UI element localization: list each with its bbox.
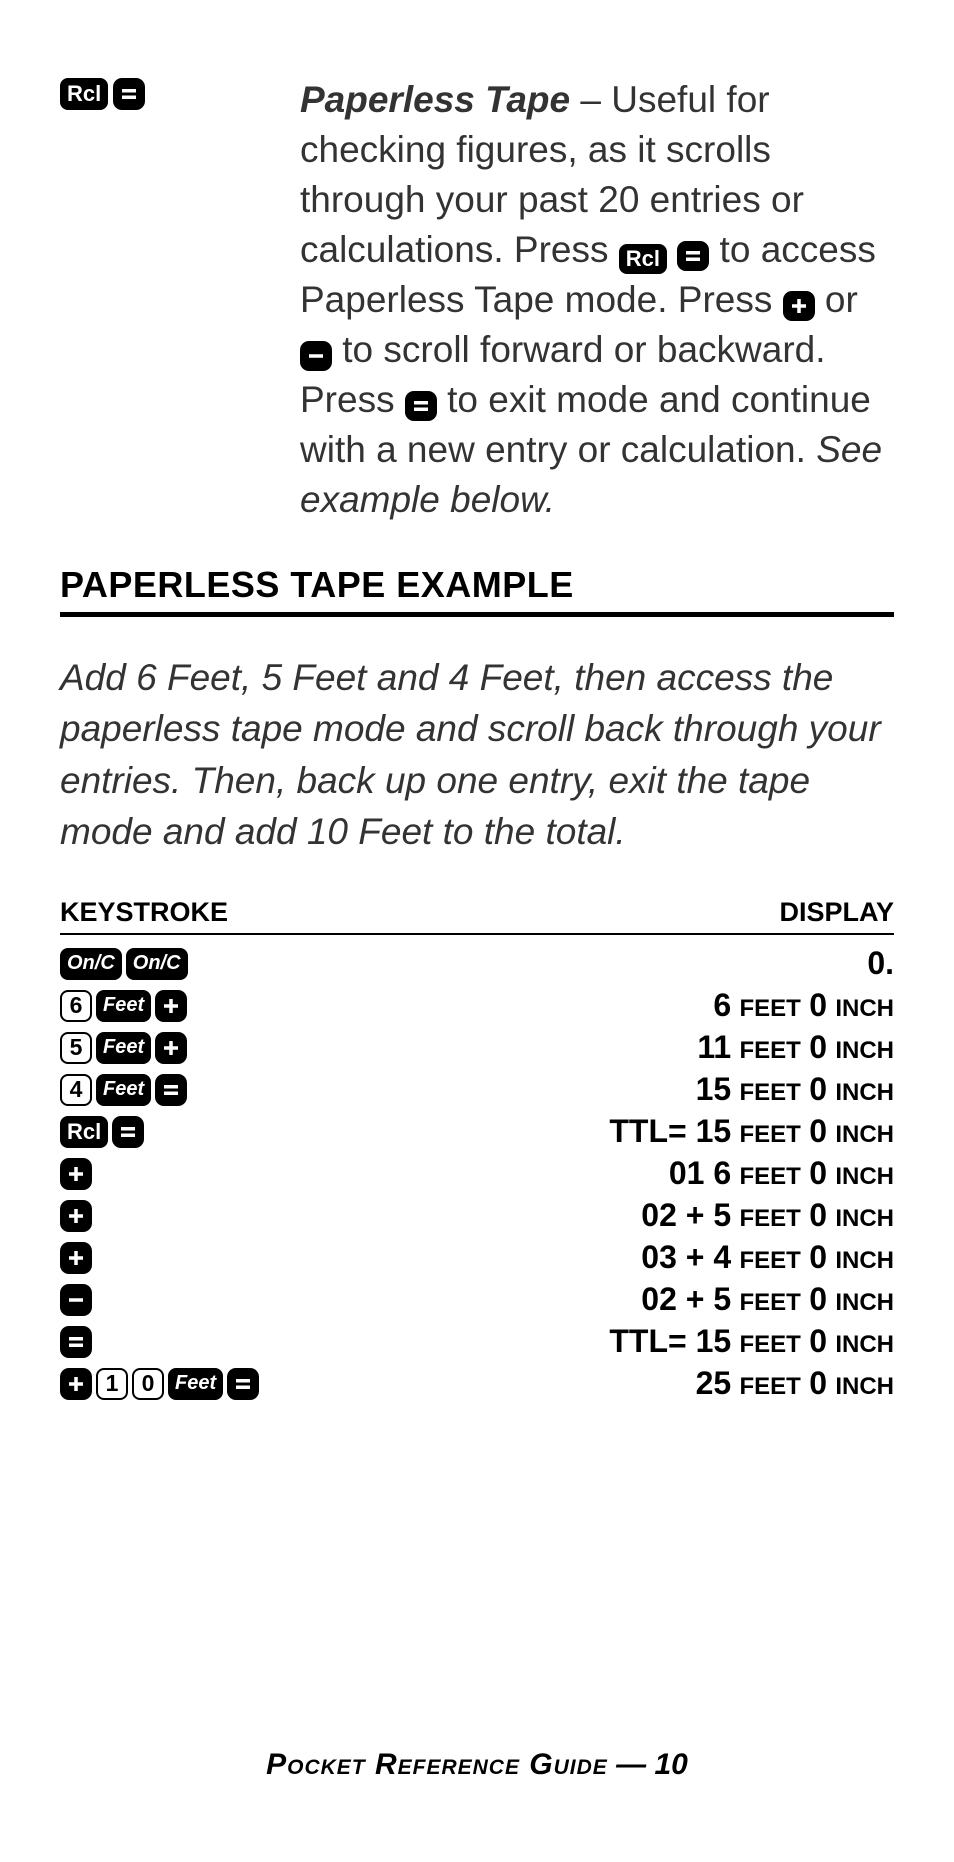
table-row: 02 + 5 FEET 0 INCH [60, 1195, 894, 1237]
table-row: Rcl TTL= 15 FEET 0 INCH [60, 1111, 894, 1153]
table-row: 10Feet 25 FEET 0 INCH [60, 1363, 894, 1405]
plus-key [60, 1158, 92, 1190]
section-heading: PAPERLESS TAPE EXAMPLE [60, 564, 894, 617]
table-row: On/COn/C 0. [60, 943, 894, 985]
keystroke-cell [60, 1158, 92, 1190]
feet-key: Feet [96, 1032, 151, 1064]
equals-key [155, 1074, 187, 1106]
page-footer: Pocket Reference Guide — 10 [0, 1748, 954, 1782]
feet-key: Feet [168, 1368, 223, 1400]
intro-section: Rcl Paperless Tape – Useful for checking… [60, 75, 894, 524]
table-row: TTL= 15 FEET 0 INCH [60, 1321, 894, 1363]
column-header-keystroke: KEYSTROKE [60, 897, 228, 928]
display-cell: 02 + 5 FEET 0 INCH [641, 1281, 894, 1318]
display-cell: 03 + 4 FEET 0 INCH [641, 1239, 894, 1276]
rcl-key: Rcl [60, 78, 108, 110]
table-row: 4Feet 15 FEET 0 INCH [60, 1069, 894, 1111]
intro-key-sequence: Rcl [60, 75, 300, 524]
table-row: 03 + 4 FEET 0 INCH [60, 1237, 894, 1279]
display-cell: 11 FEET 0 INCH [697, 1029, 894, 1066]
table-row: 01 6 FEET 0 INCH [60, 1153, 894, 1195]
example-description: Add 6 Feet, 5 Feet and 4 Feet, then acce… [60, 652, 894, 856]
table-row: 02 + 5 FEET 0 INCH [60, 1279, 894, 1321]
plus-key [60, 1368, 92, 1400]
keystroke-cell [60, 1284, 92, 1316]
equals-key [60, 1326, 92, 1358]
display-cell: 6 FEET 0 INCH [713, 987, 894, 1024]
keystroke-cell [60, 1200, 92, 1232]
plus-key [155, 990, 187, 1022]
footer-page: — 10 [608, 1748, 688, 1781]
table-body: On/COn/C0.6Feet6 FEET 0 INCH5Feet11 FEET… [60, 943, 894, 1405]
minus-key [60, 1284, 92, 1316]
equals-key [113, 78, 145, 110]
display-cell: 25 FEET 0 INCH [696, 1365, 894, 1402]
digit-0-key: 0 [132, 1368, 164, 1400]
table-row: 5Feet 11 FEET 0 INCH [60, 1027, 894, 1069]
keystroke-cell: 6Feet [60, 990, 187, 1022]
display-cell: 15 FEET 0 INCH [696, 1071, 894, 1108]
plus-key [155, 1032, 187, 1064]
digit-4-key: 4 [60, 1074, 92, 1106]
display-cell: 02 + 5 FEET 0 INCH [641, 1197, 894, 1234]
equals-key [227, 1368, 259, 1400]
intro-text: Paperless Tape – Useful for checking fig… [300, 75, 894, 524]
digit-1-key: 1 [96, 1368, 128, 1400]
equals-key-inline [677, 241, 709, 271]
display-cell: 01 6 FEET 0 INCH [669, 1155, 894, 1192]
feature-title: Paperless Tape [300, 79, 570, 120]
keystroke-cell [60, 1326, 92, 1358]
digit-5-key: 5 [60, 1032, 92, 1064]
keystroke-cell: 10Feet [60, 1368, 259, 1400]
rcl-key: Rcl [60, 1116, 108, 1148]
column-header-display: DISPLAY [779, 897, 894, 928]
keystroke-cell: Rcl [60, 1116, 144, 1148]
table-header: KEYSTROKE DISPLAY [60, 897, 894, 935]
feet-key: Feet [96, 990, 151, 1022]
display-cell: TTL= 15 FEET 0 INCH [609, 1323, 894, 1360]
display-cell: 0. [867, 945, 894, 982]
on-clear-key: On/C [126, 948, 188, 980]
plus-key [60, 1200, 92, 1232]
equals-key [112, 1116, 144, 1148]
on-clear-key: On/C [60, 948, 122, 980]
equals-key-inline-2 [405, 391, 437, 421]
keystroke-cell: On/COn/C [60, 948, 188, 980]
keystroke-cell [60, 1242, 92, 1274]
keystroke-cell: 5Feet [60, 1032, 187, 1064]
keystroke-cell: 4Feet [60, 1074, 187, 1106]
feet-key: Feet [96, 1074, 151, 1106]
plus-key-inline [783, 291, 815, 321]
table-row: 6Feet 6 FEET 0 INCH [60, 985, 894, 1027]
rcl-key-inline: Rcl [619, 244, 667, 274]
digit-6-key: 6 [60, 990, 92, 1022]
footer-title: Pocket Reference Guide [266, 1748, 608, 1781]
minus-key-inline [300, 341, 332, 371]
display-cell: TTL= 15 FEET 0 INCH [609, 1113, 894, 1150]
intro-text-3: or [815, 279, 858, 320]
plus-key [60, 1242, 92, 1274]
